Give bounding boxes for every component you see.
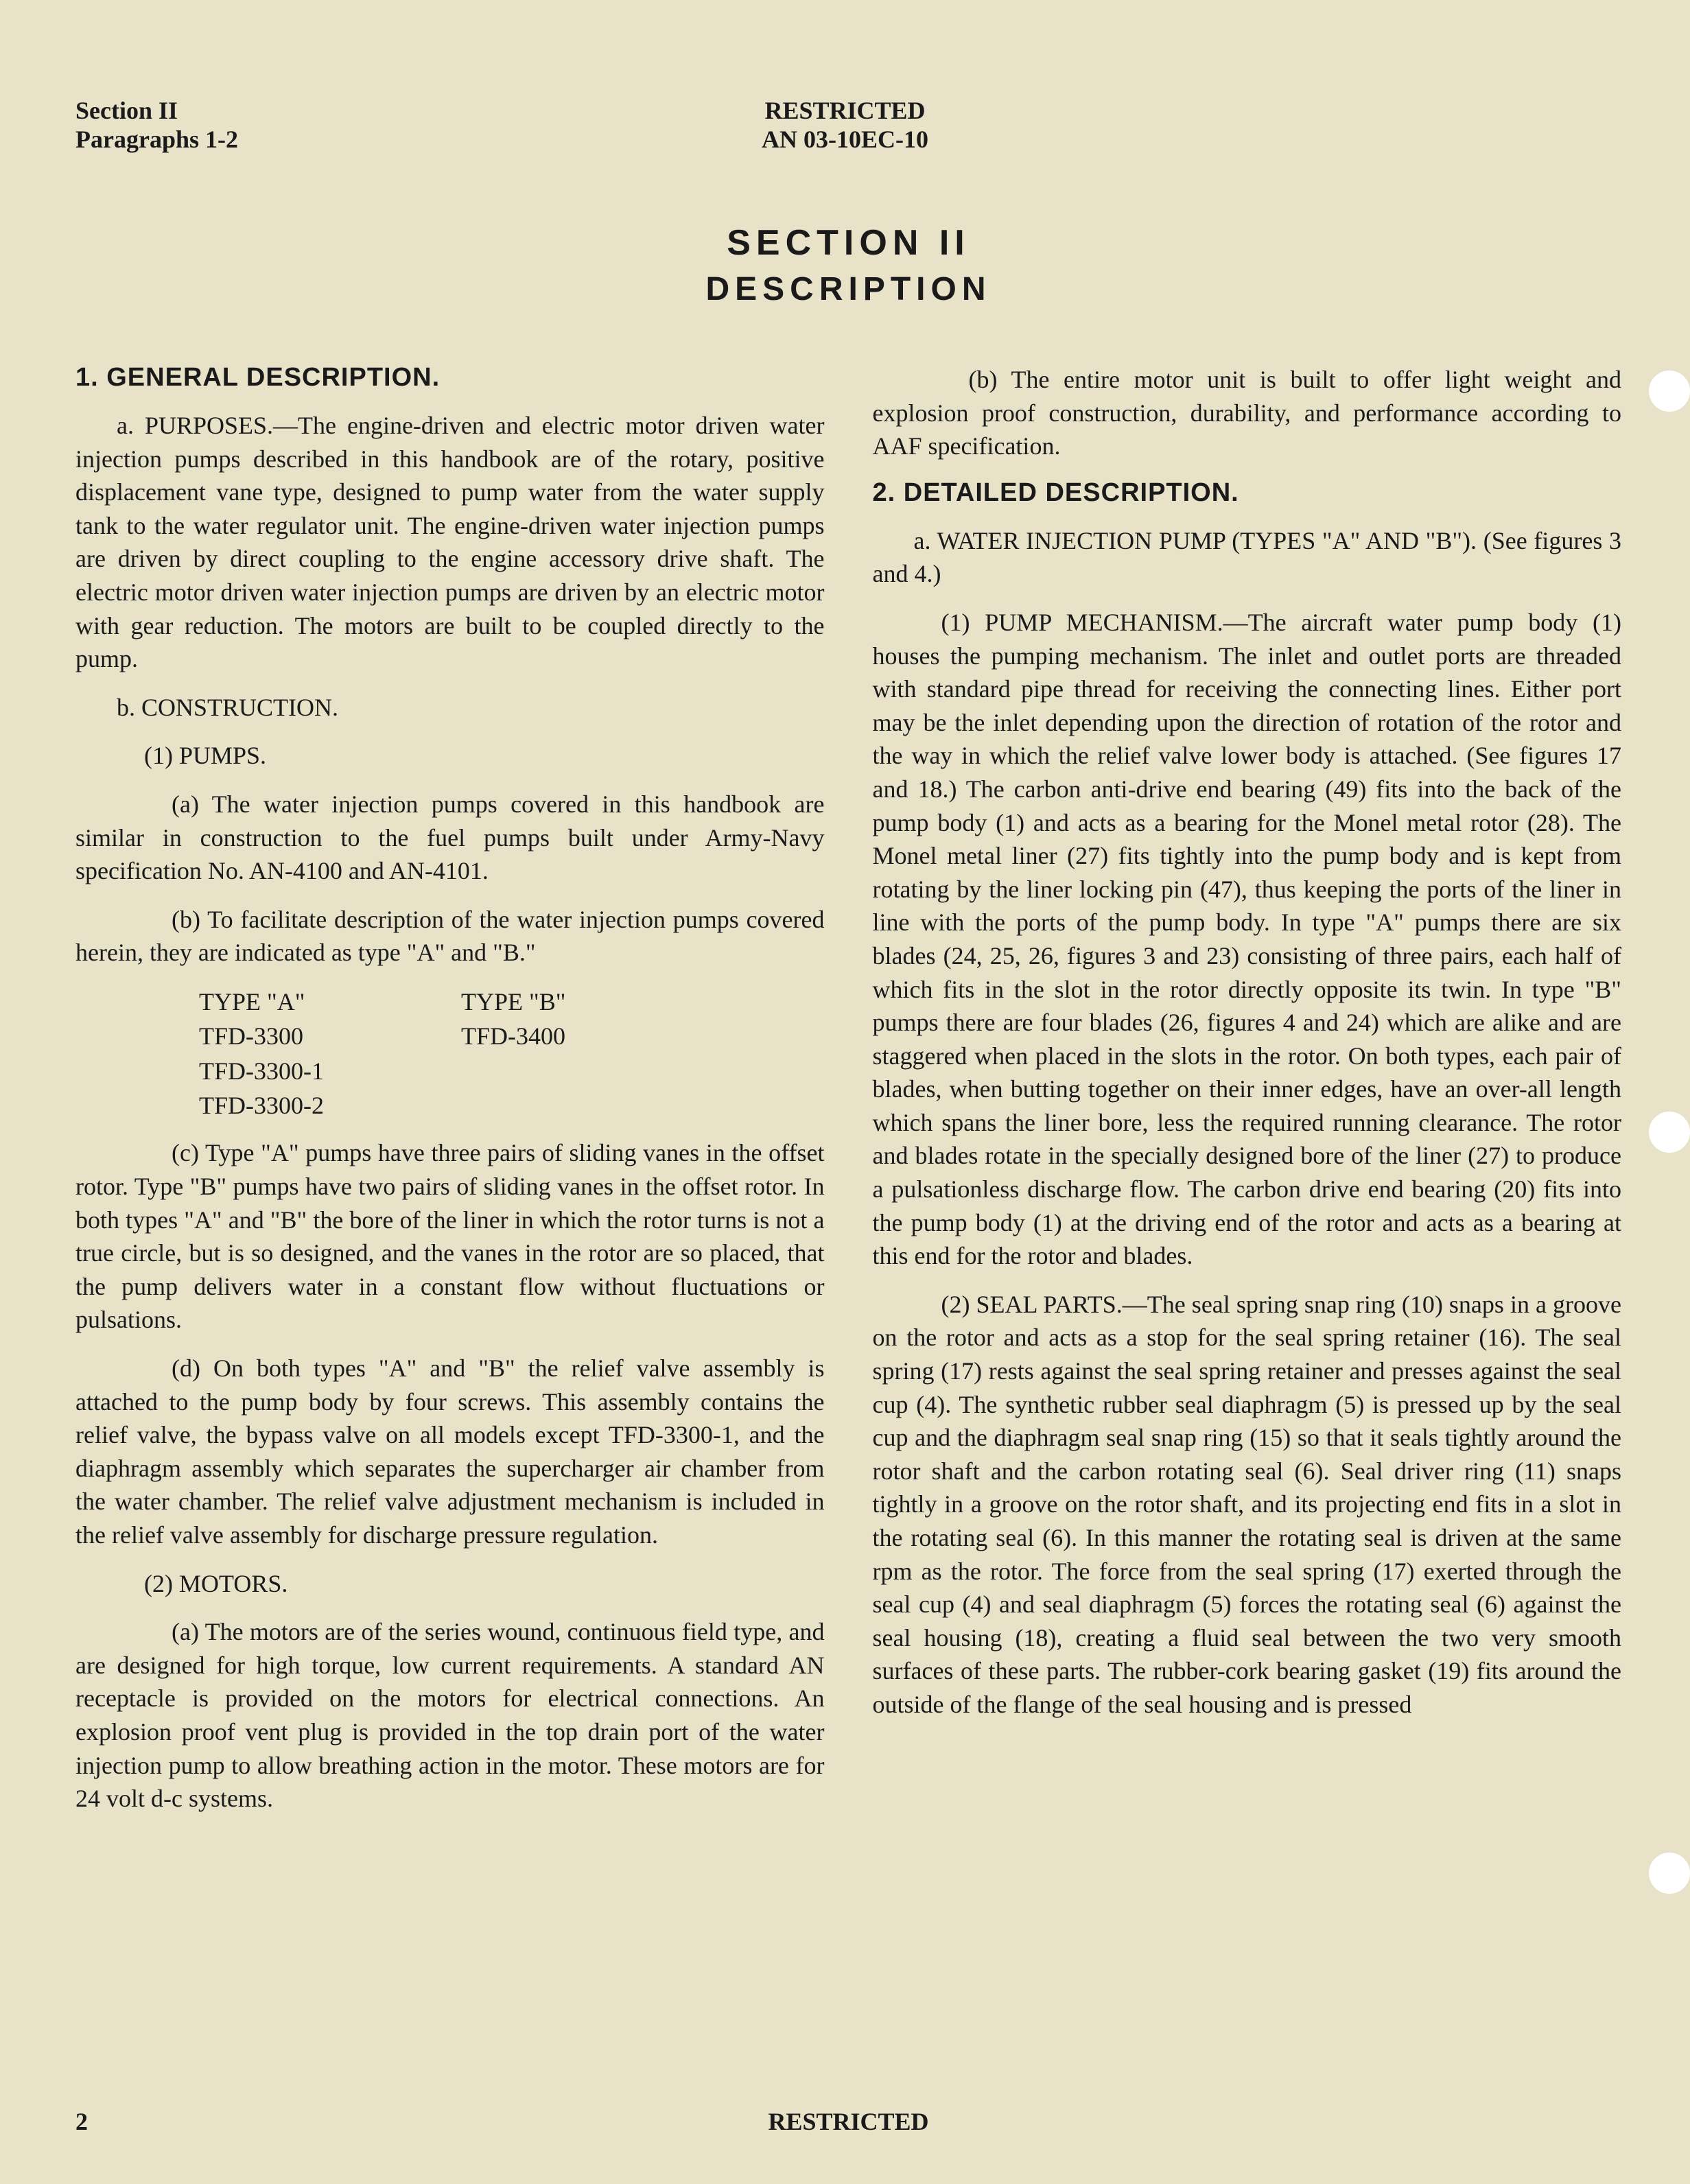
paragraphs-label: Paragraphs 1-2 <box>75 125 238 154</box>
para-1b: (b) To facilitate description of the wat… <box>75 903 825 970</box>
type-b-head: TYPE "B" <box>461 985 565 1019</box>
para-1-pumps: (1) PUMPS. <box>75 739 825 773</box>
right-column: (b) The entire motor unit is built to of… <box>873 363 1622 1831</box>
section-label: Section II <box>75 96 238 125</box>
para-2b: (b) The entire motor unit is built to of… <box>873 363 1622 463</box>
page-number: 2 <box>75 2107 88 2136</box>
para-2-motors: (2) MOTORS. <box>75 1567 825 1601</box>
type-b-column: TYPE "B" TFD-3400 <box>461 985 565 1123</box>
type-a-column: TYPE "A" TFD-3300 TFD-3300-1 TFD-3300-2 <box>199 985 324 1123</box>
type-b-1: TFD-3400 <box>461 1019 565 1053</box>
para-detail-2: (2) SEAL PARTS.—The seal spring snap rin… <box>873 1288 1622 1722</box>
restricted-label: RESTRICTED <box>762 96 928 125</box>
type-a-2: TFD-3300-1 <box>199 1054 324 1088</box>
para-detail-1: (1) PUMP MECHANISM.—The aircraft water p… <box>873 606 1622 1273</box>
para-detail-a: a. WATER INJECTION PUMP (TYPES "A" AND "… <box>873 524 1622 591</box>
header-center: RESTRICTED AN 03-10EC-10 <box>762 96 928 154</box>
punch-hole <box>1649 1853 1690 1894</box>
doc-number: AN 03-10EC-10 <box>762 125 928 154</box>
type-a-1: TFD-3300 <box>199 1019 324 1053</box>
type-a-head: TYPE "A" <box>199 985 324 1019</box>
page-header: Section II Paragraphs 1-2 RESTRICTED AN … <box>75 96 1621 154</box>
heading-2: 2. DETAILED DESCRIPTION. <box>873 478 1622 508</box>
section-subtitle: DESCRIPTION <box>75 270 1621 308</box>
type-table: TYPE "A" TFD-3300 TFD-3300-1 TFD-3300-2 … <box>199 985 825 1123</box>
left-column: 1. GENERAL DESCRIPTION. a. PURPOSES.—The… <box>75 363 825 1831</box>
para-1a: (a) The water injection pumps covered in… <box>75 788 825 888</box>
para-1d: (d) On both types "A" and "B" the relief… <box>75 1352 825 1552</box>
section-title: SECTION II <box>75 222 1621 263</box>
content-columns: 1. GENERAL DESCRIPTION. a. PURPOSES.—The… <box>75 363 1621 1831</box>
para-a-purposes: a. PURPOSES.—The engine-driven and elect… <box>75 409 825 676</box>
heading-1: 1. GENERAL DESCRIPTION. <box>75 363 825 392</box>
footer-restricted: RESTRICTED <box>768 2107 928 2136</box>
para-1c: (c) Type "A" pumps have three pairs of s… <box>75 1136 825 1337</box>
page-footer: 2 RESTRICTED <box>75 2107 1621 2136</box>
para-2a: (a) The motors are of the series wound, … <box>75 1615 825 1816</box>
header-left: Section II Paragraphs 1-2 <box>75 96 238 154</box>
type-a-3: TFD-3300-2 <box>199 1088 324 1123</box>
punch-hole <box>1649 371 1690 412</box>
para-b-construction: b. CONSTRUCTION. <box>75 691 825 725</box>
punch-hole <box>1649 1112 1690 1153</box>
